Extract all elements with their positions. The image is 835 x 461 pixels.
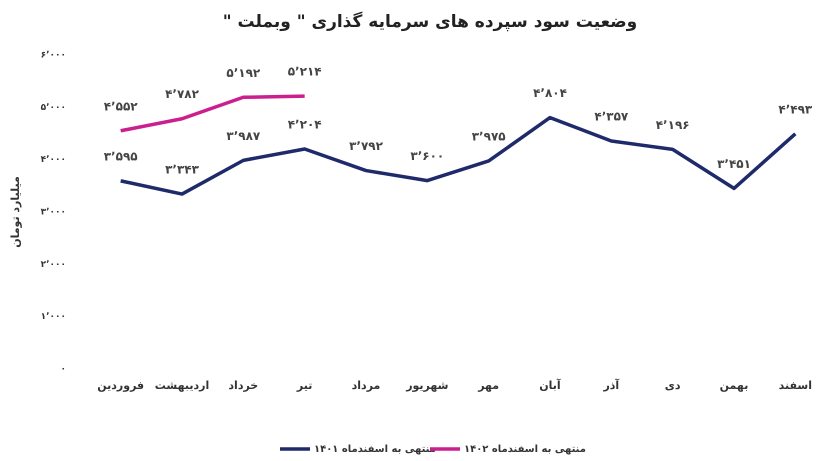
x-tick-label: فروردین — [97, 379, 144, 392]
y-axis-label: میلیارد تومان — [9, 176, 22, 248]
chart-title: وضعیت سود سپرده های سرمایه گذاری " وبملت… — [223, 11, 638, 32]
y-tick-label: ۶٬۰۰۰ — [41, 51, 66, 61]
data-label: ۳٬۹۷۵ — [472, 129, 506, 143]
x-tick-label: آبان — [539, 378, 561, 392]
x-tick-label: خرداد — [228, 379, 258, 392]
data-label: ۳٬۵۹۵ — [104, 149, 138, 163]
data-label: ۴٬۴۹۳ — [778, 102, 813, 116]
data-label: ۴٬۷۸۲ — [165, 87, 200, 101]
data-label: ۵٬۲۱۴ — [288, 65, 322, 79]
data-label: ۴٬۸۰۴ — [533, 86, 567, 100]
x-tick-label: اسفند — [779, 379, 812, 392]
x-tick-label: شهریور — [405, 379, 448, 392]
x-tick-label: مهر — [477, 379, 499, 392]
x-tick-label: تیر — [296, 379, 312, 392]
data-label: ۳٬۷۹۲ — [349, 139, 384, 153]
y-tick-label: ۵٬۰۰۰ — [41, 103, 66, 113]
y-tick-label: ۱٬۰۰۰ — [41, 312, 66, 322]
x-tick-label: دی — [665, 379, 681, 392]
data-label: ۳٬۴۵۱ — [717, 157, 751, 171]
legend-label: منتهی به اسفندماه ۱۴۰۲ — [464, 444, 586, 455]
x-tick-label: اردیبهشت — [155, 379, 209, 392]
series-line — [120, 94, 305, 133]
x-tick-label: مرداد — [352, 379, 381, 392]
data-label: ۳٬۹۸۷ — [226, 129, 261, 143]
data-label: ۴٬۳۵۷ — [594, 109, 629, 123]
y-tick-label: ۰ — [61, 365, 67, 375]
data-label: ۴٬۵۵۲ — [104, 99, 139, 113]
y-tick-label: ۳٬۰۰۰ — [41, 208, 66, 218]
legend-label: منتهی به اسفندماه ۱۴۰۱ — [314, 444, 436, 455]
x-tick-label: آذر — [602, 378, 619, 392]
x-tick-label: بهمن — [720, 379, 749, 392]
data-label: ۳٬۳۴۳ — [165, 163, 200, 177]
data-label: ۵٬۱۹۲ — [226, 66, 261, 80]
y-tick-label: ۲٬۰۰۰ — [41, 260, 66, 270]
series-line — [120, 115, 797, 196]
data-label: ۳٬۶۰۰ — [410, 149, 444, 163]
data-label: ۴٬۲۰۴ — [288, 117, 322, 131]
data-label: ۴٬۱۹۶ — [656, 118, 690, 132]
y-tick-label: ۴٬۰۰۰ — [41, 155, 66, 165]
